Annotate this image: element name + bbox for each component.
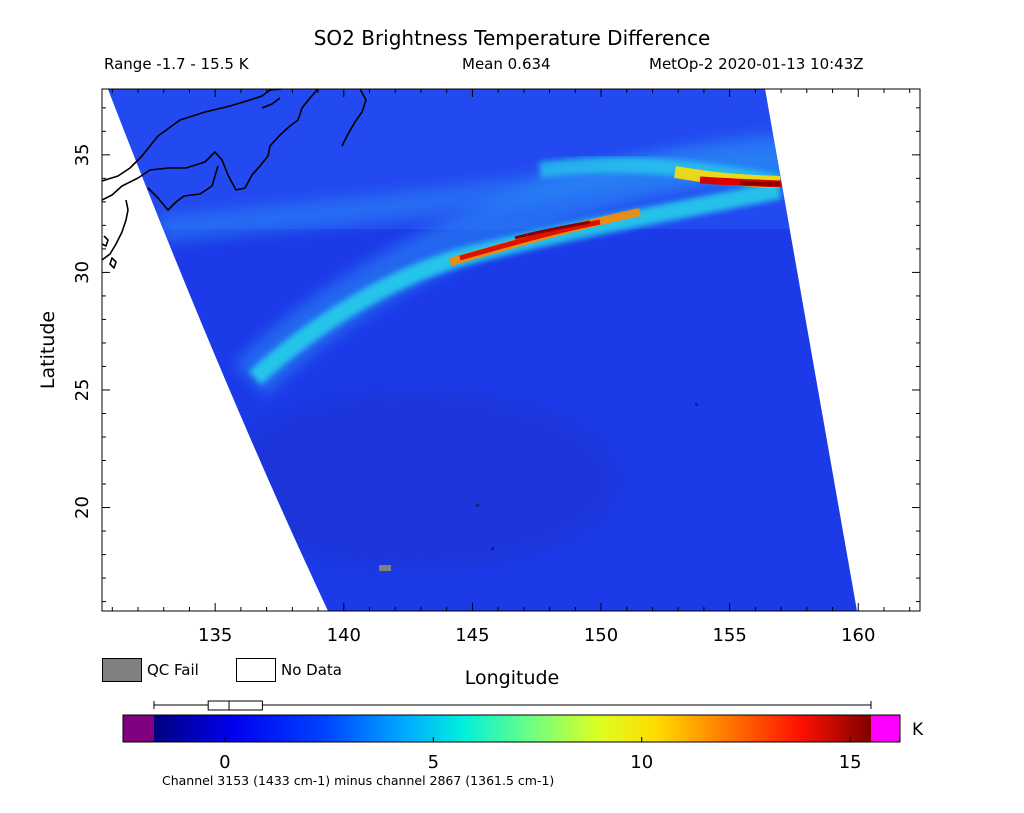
colorbar-tick-label: 5	[428, 752, 439, 773]
chart-title: SO2 Brightness Temperature Difference	[313, 26, 711, 50]
colorbar-gradient	[154, 715, 871, 742]
qc-fail-pixel	[379, 565, 391, 571]
colorbar-over	[871, 715, 900, 742]
y-axis-label: Latitude	[37, 311, 59, 389]
x-axis-label: Longitude	[465, 667, 560, 689]
qc-fail-swatch	[102, 658, 142, 682]
satellite-time-label: MetOp-2 2020-01-13 10:43Z	[649, 55, 864, 73]
x-tick-label: 155	[712, 625, 746, 646]
colorbar-tick-label: 15	[839, 752, 862, 773]
x-tick-label: 135	[198, 625, 232, 646]
coastline	[102, 89, 367, 269]
x-tick-label: 145	[455, 625, 489, 646]
colorbar-boxplot	[153, 700, 872, 711]
plot-frame	[101, 88, 921, 612]
y-tick-label: 35	[72, 143, 93, 166]
boxplot-box	[207, 700, 263, 711]
mean-label: Mean 0.634	[462, 55, 551, 73]
range-label: Range -1.7 - 15.5 K	[104, 55, 249, 73]
no-data-label: No Data	[281, 661, 342, 679]
x-tick-label: 140	[327, 625, 361, 646]
x-tick-label: 150	[584, 625, 618, 646]
y-tick-label: 20	[72, 496, 93, 519]
colorbar-tick-label: 10	[630, 752, 653, 773]
map-ticks: 135 140 145 150 155 160 20 25 30 35 Longitude Latit…	[37, 89, 920, 689]
y-tick-label: 25	[72, 379, 93, 402]
y-tick-label: 30	[72, 261, 93, 284]
data-swath	[108, 89, 857, 611]
colorbar-ticks: 0 5 10 15	[219, 737, 862, 773]
colorbar-tick-label: 0	[219, 752, 230, 773]
colorbar: 0 5 10 15	[122, 700, 901, 773]
colorbar-unit: K	[912, 720, 924, 740]
colorbar-under	[123, 715, 154, 742]
no-data-swatch	[236, 658, 276, 682]
qc-fail-label: QC Fail	[147, 661, 199, 679]
x-tick-label: 160	[841, 625, 875, 646]
map-area	[102, 89, 857, 611]
colorbar-footnote: Channel 3153 (1433 cm-1) minus channel 2…	[162, 773, 555, 788]
colorbar-frame	[122, 714, 901, 743]
